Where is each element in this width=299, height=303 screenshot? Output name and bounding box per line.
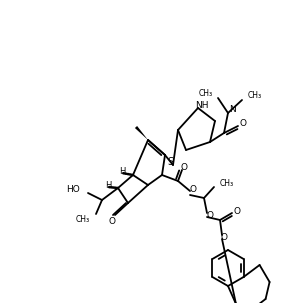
Text: O: O — [220, 232, 228, 241]
Text: H: H — [119, 168, 125, 177]
Text: NH: NH — [195, 101, 209, 109]
Polygon shape — [135, 126, 148, 140]
Text: H: H — [105, 181, 111, 191]
Text: S: S — [167, 157, 173, 167]
Text: O: O — [181, 162, 187, 171]
Text: CH₃: CH₃ — [76, 215, 90, 225]
Text: O: O — [190, 185, 196, 195]
Text: O: O — [239, 118, 246, 128]
Text: O: O — [207, 211, 213, 219]
Text: CH₃: CH₃ — [199, 89, 213, 98]
Text: CH₃: CH₃ — [220, 179, 234, 188]
Text: O: O — [109, 217, 115, 225]
Text: N: N — [229, 105, 235, 114]
Text: CH₃: CH₃ — [248, 92, 262, 101]
Text: HO: HO — [66, 185, 80, 195]
Text: O: O — [234, 207, 240, 215]
